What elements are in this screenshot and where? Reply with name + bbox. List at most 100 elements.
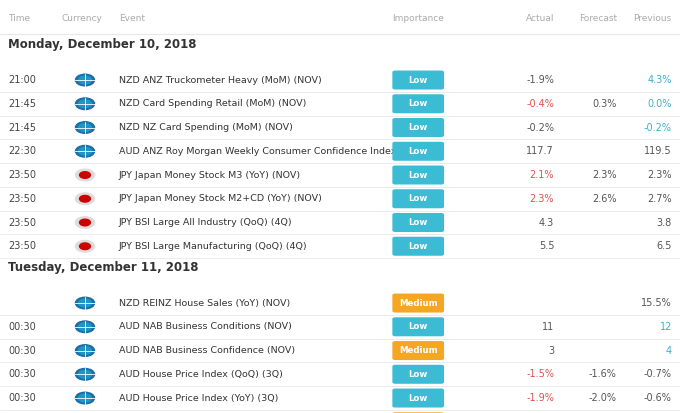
Text: 23:50: 23:50 — [8, 241, 36, 251]
FancyBboxPatch shape — [392, 317, 444, 336]
Circle shape — [79, 323, 91, 331]
Text: AUD ANZ Roy Morgan Weekly Consumer Confidence Index (DEC 9): AUD ANZ Roy Morgan Weekly Consumer Confi… — [119, 147, 436, 156]
Text: JPY BSI Large Manufacturing (QoQ) (4Q): JPY BSI Large Manufacturing (QoQ) (4Q) — [119, 242, 307, 251]
Text: Previous: Previous — [634, 14, 672, 24]
Text: Low: Low — [409, 242, 428, 251]
Text: -1.5%: -1.5% — [526, 369, 554, 379]
Text: Low: Low — [409, 370, 428, 379]
Text: 23:50: 23:50 — [8, 218, 36, 228]
Text: Low: Low — [409, 99, 428, 108]
Text: Monday, December 10, 2018: Monday, December 10, 2018 — [8, 38, 197, 51]
Circle shape — [75, 169, 95, 181]
Text: AUD House Price Index (YoY) (3Q): AUD House Price Index (YoY) (3Q) — [119, 394, 278, 403]
Text: 2.1%: 2.1% — [530, 170, 554, 180]
Circle shape — [80, 219, 90, 226]
Text: NZD Card Spending Retail (MoM) (NOV): NZD Card Spending Retail (MoM) (NOV) — [119, 99, 307, 108]
Text: JPY BSI Large All Industry (QoQ) (4Q): JPY BSI Large All Industry (QoQ) (4Q) — [119, 218, 292, 227]
Text: -2.0%: -2.0% — [589, 393, 617, 403]
Text: Forecast: Forecast — [579, 14, 617, 24]
Text: AUD NAB Business Confidence (NOV): AUD NAB Business Confidence (NOV) — [119, 346, 295, 355]
Text: 5.5: 5.5 — [539, 241, 554, 251]
Text: 3.8: 3.8 — [657, 218, 672, 228]
Circle shape — [80, 195, 90, 202]
FancyBboxPatch shape — [392, 341, 444, 360]
FancyBboxPatch shape — [392, 412, 444, 413]
Text: Importance: Importance — [392, 14, 444, 24]
Text: Low: Low — [409, 123, 428, 132]
FancyBboxPatch shape — [392, 189, 444, 208]
Text: AUD House Price Index (QoQ) (3Q): AUD House Price Index (QoQ) (3Q) — [119, 370, 283, 379]
Text: Low: Low — [409, 76, 428, 85]
Text: NZD ANZ Truckometer Heavy (MoM) (NOV): NZD ANZ Truckometer Heavy (MoM) (NOV) — [119, 76, 322, 85]
Text: 4.3: 4.3 — [539, 218, 554, 228]
Text: 2.3%: 2.3% — [647, 170, 672, 180]
Text: Low: Low — [409, 394, 428, 403]
Text: Tuesday, December 11, 2018: Tuesday, December 11, 2018 — [8, 261, 199, 274]
Text: Medium: Medium — [399, 346, 437, 355]
Text: 00:30: 00:30 — [8, 346, 36, 356]
Circle shape — [75, 392, 95, 404]
Text: Low: Low — [409, 194, 428, 203]
FancyBboxPatch shape — [392, 166, 444, 185]
Text: Low: Low — [409, 147, 428, 156]
Text: -1.9%: -1.9% — [526, 393, 554, 403]
Circle shape — [80, 243, 90, 249]
Text: -1.9%: -1.9% — [526, 75, 554, 85]
Text: 21:00: 21:00 — [8, 75, 36, 85]
Text: 2.3%: 2.3% — [592, 170, 617, 180]
Text: 0.0%: 0.0% — [647, 99, 672, 109]
Circle shape — [79, 100, 91, 108]
Text: 2.6%: 2.6% — [592, 194, 617, 204]
Text: -0.2%: -0.2% — [526, 123, 554, 133]
Text: 21:45: 21:45 — [8, 99, 36, 109]
FancyBboxPatch shape — [392, 237, 444, 256]
Text: 23:50: 23:50 — [8, 170, 36, 180]
Circle shape — [79, 76, 91, 84]
Text: 23:50: 23:50 — [8, 194, 36, 204]
FancyBboxPatch shape — [392, 118, 444, 137]
Text: 119.5: 119.5 — [644, 146, 672, 156]
Text: Low: Low — [409, 218, 428, 227]
Circle shape — [75, 297, 95, 309]
Circle shape — [75, 193, 95, 204]
Text: AUD NAB Business Conditions (NOV): AUD NAB Business Conditions (NOV) — [119, 322, 292, 331]
Text: 4.3%: 4.3% — [647, 75, 672, 85]
Circle shape — [75, 122, 95, 133]
Circle shape — [75, 368, 95, 380]
Text: 4: 4 — [666, 346, 672, 356]
Text: Event: Event — [119, 14, 145, 24]
Text: Low: Low — [409, 171, 428, 180]
Circle shape — [75, 98, 95, 109]
Circle shape — [79, 123, 91, 131]
Text: 12: 12 — [660, 322, 672, 332]
Circle shape — [75, 240, 95, 252]
Text: JPY Japan Money Stock M2+CD (YoY) (NOV): JPY Japan Money Stock M2+CD (YoY) (NOV) — [119, 194, 323, 203]
Text: 00:30: 00:30 — [8, 393, 36, 403]
Text: Actual: Actual — [526, 14, 554, 24]
Text: 3: 3 — [548, 346, 554, 356]
Circle shape — [75, 74, 95, 86]
Circle shape — [79, 299, 91, 307]
Text: 21:45: 21:45 — [8, 123, 36, 133]
Text: 6.5: 6.5 — [656, 241, 672, 251]
Circle shape — [79, 347, 91, 354]
Text: 117.7: 117.7 — [526, 146, 554, 156]
Text: -0.7%: -0.7% — [644, 369, 672, 379]
Text: 2.3%: 2.3% — [530, 194, 554, 204]
Circle shape — [75, 345, 95, 356]
Text: 2.7%: 2.7% — [647, 194, 672, 204]
Text: -0.4%: -0.4% — [526, 99, 554, 109]
FancyBboxPatch shape — [392, 94, 444, 113]
Circle shape — [80, 172, 90, 178]
Text: Medium: Medium — [399, 299, 437, 308]
Text: NZD NZ Card Spending (MoM) (NOV): NZD NZ Card Spending (MoM) (NOV) — [119, 123, 293, 132]
FancyBboxPatch shape — [392, 213, 444, 232]
Circle shape — [75, 217, 95, 228]
Text: 00:30: 00:30 — [8, 322, 36, 332]
Circle shape — [75, 321, 95, 332]
Text: -1.6%: -1.6% — [589, 369, 617, 379]
Text: JPY Japan Money Stock M3 (YoY) (NOV): JPY Japan Money Stock M3 (YoY) (NOV) — [119, 171, 301, 180]
Circle shape — [79, 147, 91, 155]
Text: Currency: Currency — [61, 14, 102, 24]
FancyBboxPatch shape — [392, 389, 444, 408]
